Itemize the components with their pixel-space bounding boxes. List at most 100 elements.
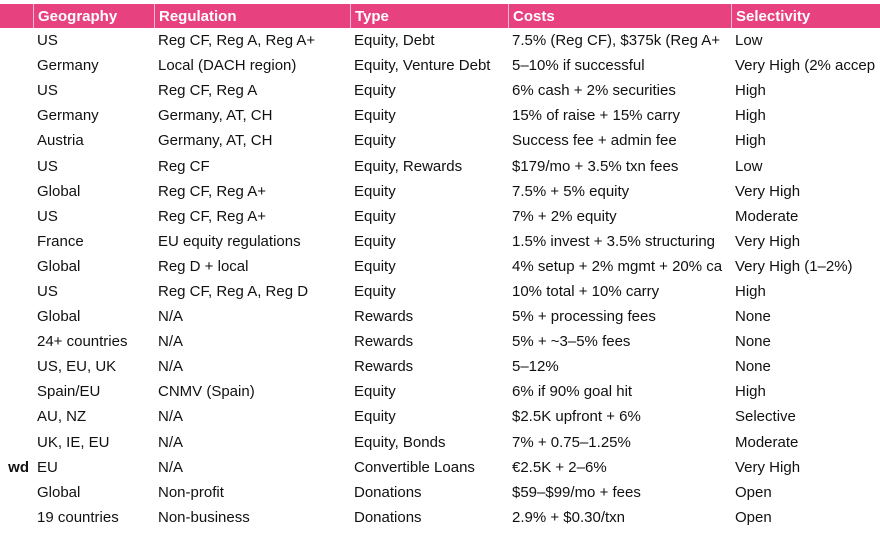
costs-cell: $2.5K upfront + 6% [508,404,731,430]
row-name-cell [0,153,33,179]
geography-cell: 24+ countries [33,329,154,355]
row-name-cell [0,379,33,405]
type-cell: Rewards [350,329,508,355]
row-name-cell [0,329,33,355]
table-row: US Reg CF, Reg A Equity 6% cash + 2% securi… [0,78,880,104]
regulation-cell: N/A [154,404,350,430]
geography-cell: Spain/EU [33,379,154,405]
table-row: Germany Local (DACH region) Equity, Ventur… [0,53,880,79]
row-name-cell [0,304,33,330]
regulation-cell: Local (DACH region) [154,53,350,79]
type-cell: Donations [350,504,508,530]
table-row: Global Reg D + local Equity 4% setup + 2% m… [0,253,880,279]
type-cell: Rewards [350,354,508,380]
row-name-cell [0,504,33,530]
table-row: Austria Germany, AT, CH Equity Success fee … [0,128,880,154]
regulation-cell: Reg CF [154,153,350,179]
header-row: Geography Regulation Type Costs Selectiv… [0,4,880,28]
platform-comparison-table: Geography Regulation Type Costs Selectiv… [0,4,880,530]
table-row: AU, NZ N/A Equity $2.5K upfront + 6% Selecti… [0,404,880,430]
regulation-cell: N/A [154,329,350,355]
row-name-cell [0,404,33,430]
type-cell: Equity, Debt [350,28,508,54]
table-row: UK, IE, EU N/A Equity, Bonds 7% + 0.75–1.25… [0,429,880,455]
type-cell: Equity [350,178,508,204]
regulation-cell: Germany, AT, CH [154,103,350,129]
selectivity-cell: Open [731,479,880,505]
selectivity-cell: High [731,128,880,154]
selectivity-cell: Moderate [731,429,880,455]
table-row: Global Non-profit Donations $59–$99/mo + fe… [0,479,880,505]
type-cell: Equity [350,278,508,305]
costs-cell: 7.5% (Reg CF), $375k (Reg A+ [508,28,731,54]
table-row: Global N/A Rewards 5% + processing fees None [0,304,880,330]
table-header: Geography Regulation Type Costs Selectiv… [0,4,880,28]
regulation-cell: Reg CF, Reg A+ [154,203,350,229]
type-cell: Equity, Bonds [350,429,508,455]
geography-cell: UK, IE, EU [33,429,154,455]
table-row: Germany Germany, AT, CH Equity 15% of raise… [0,103,880,129]
type-cell: Donations [350,479,508,505]
row-name-cell [0,354,33,380]
regulation-cell: N/A [154,429,350,455]
selectivity-cell: Very High [731,178,880,204]
regulation-cell: Germany, AT, CH [154,128,350,154]
geography-cell: AU, NZ [33,404,154,430]
header-cell-selectivity: Selectivity [731,4,880,28]
geography-cell: Austria [33,128,154,154]
regulation-cell: N/A [154,354,350,380]
selectivity-cell: Very High [731,228,880,254]
selectivity-cell: Very High (1–2%) [731,253,880,279]
geography-cell: Global [33,178,154,204]
row-name-cell [0,103,33,129]
header-cell-regulation: Regulation [154,4,350,28]
type-cell: Equity, Venture Debt [350,53,508,79]
selectivity-cell: Low [731,153,880,179]
header-cell-geography: Geography [33,4,154,28]
geography-cell: US [33,78,154,104]
regulation-cell: Reg CF, Reg A, Reg A+ [154,28,350,54]
costs-cell: 5–12% [508,354,731,380]
costs-cell: $59–$99/mo + fees [508,479,731,505]
table-row: 24+ countries N/A Rewards 5% + ~3–5% fees No… [0,329,880,355]
type-cell: Equity [350,103,508,129]
row-name-cell [0,128,33,154]
costs-cell: 10% total + 10% carry [508,278,731,305]
table-row: US Reg CF, Reg A+ Equity 7% + 2% equity Mode… [0,203,880,229]
table-row: US Reg CF, Reg A, Reg A+ Equity, Debt 7.5% … [0,28,880,54]
table-body: US Reg CF, Reg A, Reg A+ Equity, Debt 7.5% … [0,28,880,530]
geography-cell: France [33,228,154,254]
costs-cell: 5% + processing fees [508,304,731,330]
selectivity-cell: Low [731,28,880,54]
costs-cell: $179/mo + 3.5% txn fees [508,153,731,179]
table-row: Spain/EU CNMV (Spain) Equity 6% if 90% goal… [0,379,880,405]
selectivity-cell: Moderate [731,203,880,229]
type-cell: Equity, Rewards [350,153,508,179]
geography-cell: US, EU, UK [33,354,154,380]
regulation-cell: Reg D + local [154,253,350,279]
row-name-cell [0,28,33,54]
header-cell-name [0,4,33,28]
header-cell-costs: Costs [508,4,731,28]
selectivity-cell: None [731,304,880,330]
geography-cell: US [33,278,154,305]
table-row: France EU equity regulations Equity 1.5% in… [0,228,880,254]
costs-cell: 7.5% + 5% equity [508,178,731,204]
selectivity-cell: Open [731,504,880,530]
row-name-cell [0,53,33,79]
type-cell: Rewards [350,304,508,330]
geography-cell: Global [33,479,154,505]
type-cell: Equity [350,78,508,104]
table-row: US Reg CF, Reg A, Reg D Equity 10% total + … [0,278,880,305]
geography-cell: US [33,203,154,229]
type-cell: Equity [350,253,508,279]
row-name-cell [0,178,33,204]
regulation-cell: CNMV (Spain) [154,379,350,405]
row-name-cell [0,78,33,104]
costs-cell: 6% cash + 2% securities [508,78,731,104]
geography-cell: Germany [33,53,154,79]
selectivity-cell: High [731,379,880,405]
regulation-cell: Reg CF, Reg A, Reg D [154,278,350,305]
table-row: Global Reg CF, Reg A+ Equity 7.5% + 5% equi… [0,178,880,204]
